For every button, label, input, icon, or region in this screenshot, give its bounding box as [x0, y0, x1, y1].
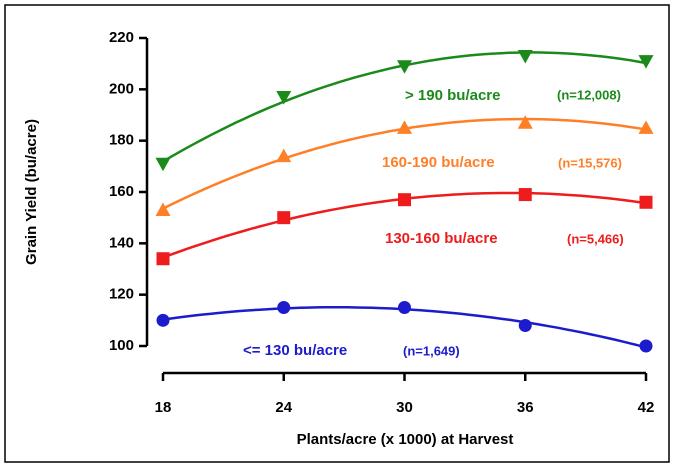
point — [156, 252, 170, 266]
point — [397, 120, 412, 134]
point — [517, 49, 533, 64]
point — [277, 301, 291, 314]
point — [639, 339, 653, 353]
point — [638, 55, 654, 69]
y-tick-label: 120 — [109, 286, 134, 303]
point — [276, 91, 292, 105]
y-tick-label: 100 — [109, 337, 134, 354]
series-label: 160-190 bu/acre — [382, 154, 495, 171]
point — [518, 188, 532, 202]
point — [277, 211, 291, 225]
point — [397, 60, 412, 74]
series-annotation: (n=15,576) — [558, 155, 622, 170]
x-tick-label: 36 — [517, 399, 534, 416]
point — [156, 313, 170, 327]
series-label: > 190 bu/acre — [405, 87, 500, 104]
y-tick-label: 140 — [109, 234, 134, 251]
point — [638, 120, 654, 134]
point — [639, 195, 653, 209]
point — [155, 157, 171, 172]
y-tick-label: 200 — [109, 80, 134, 97]
x-tick-label: 18 — [155, 399, 172, 416]
y-tick-label: 160 — [109, 183, 134, 200]
x-tick-label: 30 — [396, 399, 413, 416]
series-label: 130-160 bu/acre — [385, 230, 498, 247]
point — [155, 202, 171, 216]
point — [276, 148, 292, 163]
x-axis-label: Plants/acre (x 1000) at Harvest — [297, 431, 514, 448]
x-tick-label: 24 — [275, 399, 292, 416]
series-annotation: (n=12,008) — [557, 87, 621, 102]
frame — [4, 4, 670, 463]
point — [398, 301, 411, 314]
point — [518, 318, 532, 332]
y-tick-label: 220 — [109, 29, 134, 46]
y-tick-label: 180 — [109, 132, 134, 149]
x-tick-label: 42 — [638, 399, 655, 416]
series-label: <= 130 bu/acre — [243, 342, 347, 359]
point — [398, 193, 411, 207]
series-annotation: (n=1,649) — [403, 343, 460, 358]
y-axis-label: Grain Yield (bu/acre) — [23, 119, 40, 265]
point — [517, 115, 533, 129]
series-annotation: (n=5,466) — [567, 231, 624, 246]
